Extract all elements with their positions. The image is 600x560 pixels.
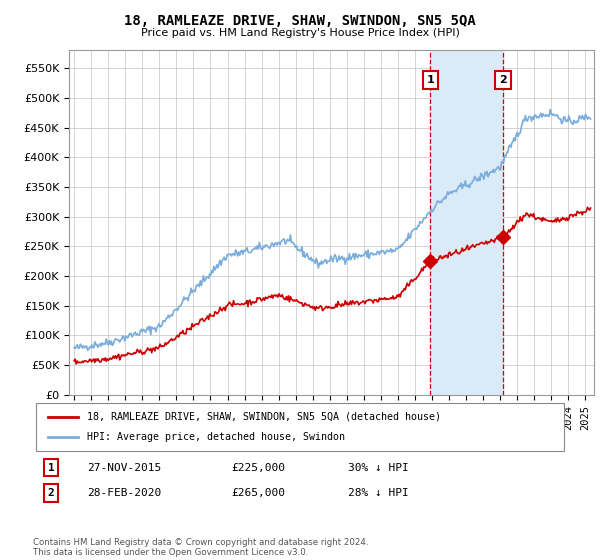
Text: Contains HM Land Registry data © Crown copyright and database right 2024.
This d: Contains HM Land Registry data © Crown c… — [33, 538, 368, 557]
Text: £225,000: £225,000 — [231, 463, 285, 473]
Text: 1: 1 — [427, 75, 434, 85]
Text: 28% ↓ HPI: 28% ↓ HPI — [348, 488, 409, 498]
Text: 2: 2 — [47, 488, 55, 498]
Text: 30% ↓ HPI: 30% ↓ HPI — [348, 463, 409, 473]
Text: 28-FEB-2020: 28-FEB-2020 — [87, 488, 161, 498]
Text: 2: 2 — [499, 75, 507, 85]
Text: 18, RAMLEAZE DRIVE, SHAW, SWINDON, SN5 5QA (detached house): 18, RAMLEAZE DRIVE, SHAW, SWINDON, SN5 5… — [87, 412, 441, 422]
Text: £265,000: £265,000 — [231, 488, 285, 498]
Text: 27-NOV-2015: 27-NOV-2015 — [87, 463, 161, 473]
Bar — [430, 50, 503, 395]
Text: 18, RAMLEAZE DRIVE, SHAW, SWINDON, SN5 5QA: 18, RAMLEAZE DRIVE, SHAW, SWINDON, SN5 5… — [124, 14, 476, 28]
Text: Price paid vs. HM Land Registry's House Price Index (HPI): Price paid vs. HM Land Registry's House … — [140, 28, 460, 38]
Text: HPI: Average price, detached house, Swindon: HPI: Average price, detached house, Swin… — [87, 432, 345, 442]
Text: 1: 1 — [47, 463, 55, 473]
